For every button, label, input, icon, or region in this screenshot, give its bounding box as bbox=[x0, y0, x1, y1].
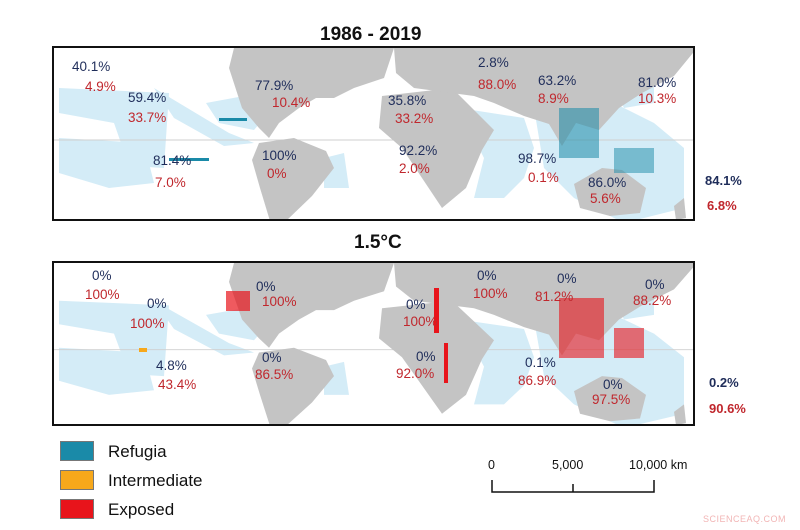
region-exposed-percent: 5.6% bbox=[590, 191, 621, 206]
region-exposed-percent: 43.4% bbox=[158, 377, 197, 392]
region-exposed-percent: 97.5% bbox=[592, 392, 631, 407]
legend-swatch-exposed bbox=[60, 499, 94, 519]
region-exposed-percent: 8.9% bbox=[538, 91, 569, 106]
region-refugia-percent: 0% bbox=[256, 279, 276, 294]
total-exposed: 6.8% bbox=[707, 198, 737, 213]
region-exposed-percent: 100% bbox=[130, 316, 165, 331]
region-refugia-percent: 63.2% bbox=[538, 73, 577, 88]
legend-swatch-intermediate bbox=[60, 470, 94, 490]
region-exposed-percent: 86.9% bbox=[518, 373, 557, 388]
region-refugia-percent: 98.7% bbox=[518, 151, 557, 166]
region-refugia-percent: 0% bbox=[406, 297, 426, 312]
region-exposed-percent: 100% bbox=[85, 287, 120, 302]
legend-label: Exposed bbox=[108, 500, 175, 519]
region-exposed-percent: 100% bbox=[473, 286, 508, 301]
region-exposed-percent: 4.9% bbox=[85, 79, 116, 94]
panel-title: 1.5°C bbox=[354, 232, 402, 253]
region-refugia-percent: 35.8% bbox=[388, 93, 427, 108]
region-refugia-percent: 0% bbox=[557, 271, 577, 286]
region-refugia-percent: 0% bbox=[262, 350, 282, 365]
legend-swatch-refugia bbox=[60, 441, 94, 461]
region-exposed-percent: 0% bbox=[267, 166, 287, 181]
region-refugia-percent: 2.8% bbox=[478, 55, 509, 70]
world-map bbox=[54, 48, 693, 219]
region-refugia-percent: 81.4% bbox=[153, 153, 192, 168]
region-refugia-percent: 100% bbox=[262, 148, 297, 163]
scale-tick-label: 0 bbox=[488, 458, 495, 472]
region-exposed-percent: 10.3% bbox=[638, 91, 677, 106]
region-refugia-percent: 0% bbox=[477, 268, 497, 283]
region-exposed-percent: 33.7% bbox=[128, 110, 167, 125]
region-exposed-percent: 88.0% bbox=[478, 77, 517, 92]
region-refugia-percent: 0% bbox=[416, 349, 436, 364]
legend-label: Refugia bbox=[108, 442, 167, 461]
region-exposed-percent: 81.2% bbox=[535, 289, 574, 304]
total-refugia: 84.1% bbox=[705, 173, 742, 188]
region-refugia-percent: 4.8% bbox=[156, 358, 187, 373]
map-panel-1-5c bbox=[52, 261, 695, 426]
region-refugia-percent: 59.4% bbox=[128, 90, 167, 105]
region-refugia-percent: 40.1% bbox=[72, 59, 111, 74]
region-exposed-percent: 92.0% bbox=[396, 366, 435, 381]
total-refugia: 0.2% bbox=[709, 375, 739, 390]
region-refugia-percent: 77.9% bbox=[255, 78, 294, 93]
region-refugia-percent: 0% bbox=[92, 268, 112, 283]
region-exposed-percent: 100% bbox=[403, 314, 438, 329]
legend-label: Intermediate bbox=[108, 471, 203, 490]
region-exposed-percent: 86.5% bbox=[255, 367, 294, 382]
region-exposed-percent: 7.0% bbox=[155, 175, 186, 190]
region-exposed-percent: 2.0% bbox=[399, 161, 430, 176]
region-refugia-percent: 81.0% bbox=[638, 75, 677, 90]
region-exposed-percent: 88.2% bbox=[633, 293, 672, 308]
region-refugia-percent: 0% bbox=[147, 296, 167, 311]
panel-title: 1986 - 2019 bbox=[320, 24, 422, 45]
region-exposed-percent: 10.4% bbox=[272, 95, 311, 110]
map-panel-1986-2019 bbox=[52, 46, 695, 221]
region-refugia-percent: 92.2% bbox=[399, 143, 438, 158]
reef-markers bbox=[169, 108, 654, 173]
watermark: SCIENCEAQ.COM bbox=[702, 514, 786, 524]
region-exposed-percent: 33.2% bbox=[395, 111, 434, 126]
region-exposed-percent: 0.1% bbox=[528, 170, 559, 185]
intermediate-marker bbox=[139, 348, 147, 352]
region-refugia-percent: 0% bbox=[603, 377, 623, 392]
world-map bbox=[54, 263, 693, 424]
region-refugia-percent: 86.0% bbox=[588, 175, 627, 190]
scale-tick-label: 10,000 km bbox=[629, 458, 688, 472]
total-exposed: 90.6% bbox=[709, 401, 746, 416]
scale-bar bbox=[491, 480, 655, 493]
region-exposed-percent: 100% bbox=[262, 294, 297, 309]
scale-tick-label: 5,000 bbox=[552, 458, 584, 472]
region-refugia-percent: 0% bbox=[645, 277, 665, 292]
reef-markers bbox=[226, 288, 644, 383]
region-refugia-percent: 0.1% bbox=[525, 355, 556, 370]
